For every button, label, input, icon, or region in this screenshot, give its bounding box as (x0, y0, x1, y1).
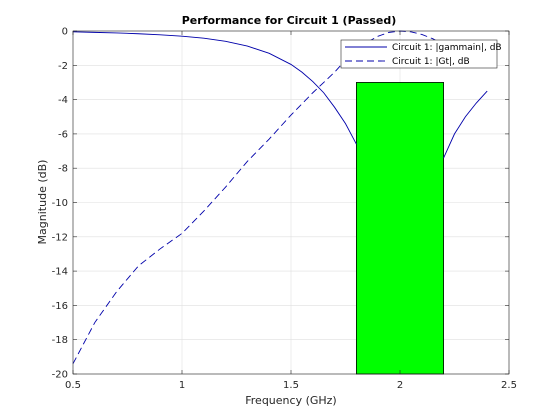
x-tick-label-1: 1 (179, 380, 185, 391)
legend-box (340, 39, 498, 69)
x-tick-label-0: 0.5 (65, 380, 81, 391)
x-axis-label: Frequency (GHz) (245, 394, 336, 407)
y-tick-label-5: -10 (52, 198, 68, 209)
y-tick-label-4: -8 (58, 164, 68, 175)
y-tick-label-10: -20 (52, 370, 68, 381)
y-tick-label-3: -6 (58, 129, 68, 140)
y-tick-label-8: -16 (52, 301, 68, 312)
y-tick-label-1: -2 (58, 61, 68, 72)
y-axis-label: Magnitude (dB) (36, 160, 49, 245)
legend: Circuit 1: |gammain|, dB Circuit 1: |Gt|… (340, 39, 502, 69)
y-tick-label-7: -14 (52, 267, 68, 278)
legend-label-gt: Circuit 1: |Gt|, dB (392, 57, 470, 67)
legend-label-gammain: Circuit 1: |gammain|, dB (392, 43, 502, 53)
spec-region (355, 82, 444, 375)
y-tick-label-0: 0 (62, 27, 68, 38)
y-tick-label-9: -18 (52, 335, 68, 346)
chart-title: Performance for Circuit 1 (Passed) (182, 14, 396, 27)
series-line-0 (72, 31, 488, 159)
y-tick-label-6: -12 (52, 232, 68, 243)
ticks: 0.5 1 1.5 2 2.5 0 -2 -4 -6 -8 -10 -12 -14 -16 -18 -20 (52, 27, 517, 392)
spec-region-layer (355, 82, 444, 375)
x-tick-label-2: 1.5 (283, 380, 299, 391)
y-tick-label-2: -4 (58, 95, 68, 106)
x-tick-label-4: 2.5 (501, 380, 517, 391)
x-tick-label-3: 2 (397, 380, 403, 391)
